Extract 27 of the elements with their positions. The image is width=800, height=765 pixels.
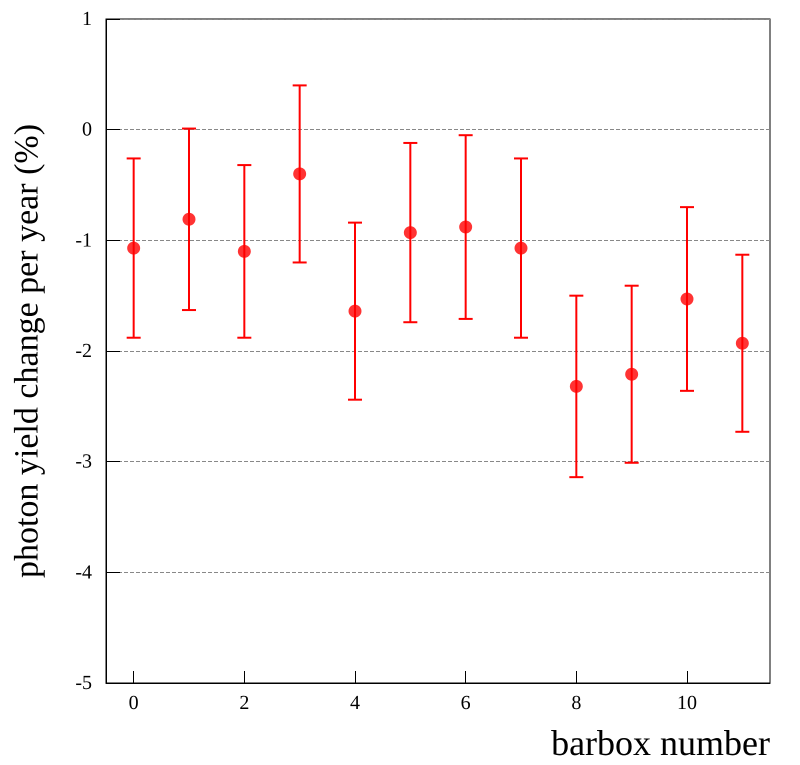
point bbox=[238, 244, 251, 258]
y-axis-title: photon yield change per year (%) bbox=[8, 124, 46, 578]
y-tick-label: -5 bbox=[75, 672, 92, 694]
point bbox=[127, 242, 140, 255]
x-tick-label: 0 bbox=[128, 692, 139, 714]
y-tick-label: 0 bbox=[82, 118, 92, 141]
x-tick-label: 6 bbox=[460, 692, 471, 714]
point bbox=[404, 226, 417, 240]
y-tick-label: -4 bbox=[75, 561, 92, 584]
y-tick-label: -2 bbox=[75, 340, 92, 362]
point bbox=[459, 220, 472, 234]
x-tick-label: 8 bbox=[571, 692, 582, 714]
y-tick-label: 1 bbox=[82, 8, 92, 30]
x-tick-label: 10 bbox=[677, 692, 697, 714]
x-tick-label: 4 bbox=[350, 692, 360, 714]
point bbox=[514, 242, 528, 255]
point bbox=[182, 212, 196, 226]
point bbox=[680, 292, 694, 306]
y-tick-label: -3 bbox=[75, 450, 92, 473]
y-tick-label: -1 bbox=[75, 229, 92, 252]
x-axis-title: barbox number bbox=[551, 723, 770, 763]
point bbox=[736, 336, 749, 350]
point bbox=[293, 167, 306, 180]
point bbox=[348, 304, 362, 318]
point bbox=[570, 380, 583, 393]
point bbox=[625, 368, 638, 381]
x-tick-label: 2 bbox=[239, 692, 250, 714]
